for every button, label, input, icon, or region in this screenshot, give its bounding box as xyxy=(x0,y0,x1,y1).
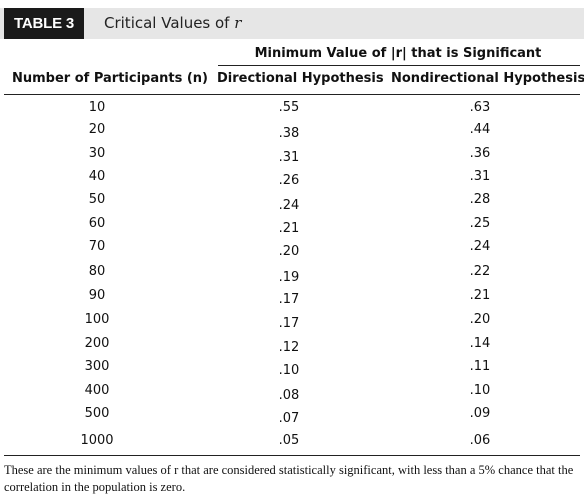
spanning-column-header: Minimum Value of |r| that is Significant xyxy=(254,46,542,61)
cell-nondirectional: .24 xyxy=(469,239,491,254)
cell-nondirectional: .28 xyxy=(469,192,491,207)
cell-nondirectional: .22 xyxy=(469,264,491,279)
cell-directional: .17 xyxy=(278,292,300,307)
cell-directional: .07 xyxy=(278,411,300,426)
cell-directional: .08 xyxy=(278,388,300,403)
cell-directional: .24 xyxy=(278,198,300,213)
cell-participants: 20 xyxy=(88,122,106,137)
column-header-nondirectional: Nondirectional Hypothesis xyxy=(391,71,584,86)
cell-directional: .21 xyxy=(278,221,300,236)
cell-directional: .20 xyxy=(278,244,300,259)
cell-directional: .17 xyxy=(278,316,300,331)
cell-directional: .10 xyxy=(278,363,300,378)
cell-directional: .31 xyxy=(278,150,300,165)
cell-nondirectional: .63 xyxy=(469,100,491,115)
cell-nondirectional: .14 xyxy=(469,336,491,351)
cell-participants: 100 xyxy=(84,312,110,327)
cell-nondirectional: .44 xyxy=(469,122,491,137)
cell-participants: 50 xyxy=(88,192,106,207)
cell-nondirectional: .10 xyxy=(469,383,491,398)
cell-nondirectional: .31 xyxy=(469,169,491,184)
cell-nondirectional: .20 xyxy=(469,312,491,327)
cell-nondirectional: .36 xyxy=(469,146,491,161)
table-title-text: Critical Values of xyxy=(104,14,230,32)
cell-nondirectional: .09 xyxy=(469,406,491,421)
table-title-bar: TABLE 3 Critical Values of r xyxy=(0,8,584,39)
table-title: Critical Values of r xyxy=(104,8,241,39)
cell-participants: 30 xyxy=(88,146,106,161)
cell-directional: .12 xyxy=(278,340,300,355)
cell-participants: 60 xyxy=(88,216,106,231)
cell-directional: .55 xyxy=(278,100,300,115)
column-header-directional: Directional Hypothesis xyxy=(217,71,384,86)
cell-participants: 500 xyxy=(84,406,110,421)
cell-participants: 400 xyxy=(84,383,110,398)
cell-participants: 90 xyxy=(88,288,106,303)
cell-directional: .19 xyxy=(278,270,300,285)
table-number-label: TABLE 3 xyxy=(4,8,84,39)
spanning-header-rule xyxy=(218,65,580,66)
table-bottom-rule xyxy=(4,455,580,456)
cell-directional: .05 xyxy=(278,433,300,448)
cell-participants: 10 xyxy=(88,100,106,115)
cell-nondirectional: .11 xyxy=(469,359,491,374)
cell-participants: 300 xyxy=(84,359,110,374)
table-title-variable: r xyxy=(234,14,242,32)
cell-nondirectional: .06 xyxy=(469,433,491,448)
cell-participants: 1000 xyxy=(80,433,114,448)
cell-directional: .38 xyxy=(278,126,300,141)
table-footnote: These are the minimum values of r that a… xyxy=(4,463,574,494)
column-header-participants: Number of Participants (n) xyxy=(12,71,208,86)
cell-participants: 40 xyxy=(88,169,106,184)
cell-participants: 200 xyxy=(84,336,110,351)
cell-participants: 80 xyxy=(88,264,106,279)
cell-directional: .26 xyxy=(278,173,300,188)
cell-participants: 70 xyxy=(88,239,106,254)
header-rule xyxy=(4,94,580,95)
cell-nondirectional: .21 xyxy=(469,288,491,303)
cell-nondirectional: .25 xyxy=(469,216,491,231)
